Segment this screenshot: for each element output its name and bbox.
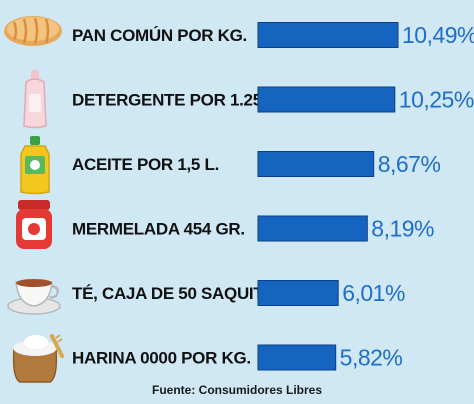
bar: [257, 344, 337, 371]
value-label: 6,01%: [342, 280, 405, 306]
bar: [257, 86, 396, 113]
detergent-bottle-icon: [23, 70, 47, 129]
bread-icon: [4, 16, 62, 46]
oil-bottle-icon: [20, 136, 50, 195]
tea-cup-icon: [7, 279, 61, 315]
category-label: PAN COMÚN POR KG.: [72, 26, 247, 45]
category-label: ACEITE POR 1,5 L.: [72, 155, 219, 174]
jam-jar-icon: [16, 200, 52, 249]
value-label: 8,67%: [378, 151, 441, 177]
bar: [257, 22, 399, 48]
category-label: MERMELADA 454 GR.: [72, 220, 245, 239]
bar: [257, 280, 339, 306]
value-label: 8,19%: [371, 216, 434, 242]
chart-source: Fuente: Consumidores Libres: [151, 383, 323, 397]
bar: [257, 215, 368, 242]
value-label: 10,49%: [402, 22, 474, 48]
value-label: 5,82%: [340, 345, 403, 371]
bar: [257, 151, 375, 177]
category-label: TÉ, CAJA DE 50 SAQUITOS: [72, 284, 287, 303]
value-label: 10,25%: [399, 87, 474, 113]
category-label: HARINA 0000 POR KG.: [72, 349, 251, 368]
flour-sack-icon: [12, 334, 64, 383]
category-label: DETERGENTE POR 1.25 L.: [72, 91, 281, 110]
